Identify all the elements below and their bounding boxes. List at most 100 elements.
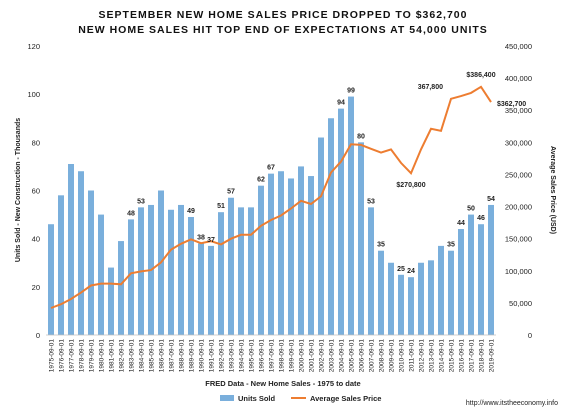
bar xyxy=(248,207,254,335)
x-tick-label: 2014-09-01 xyxy=(439,339,446,373)
x-tick-label: 1993-09-01 xyxy=(229,339,236,373)
bar-data-label: 46 xyxy=(477,215,485,222)
bar-data-label: 53 xyxy=(137,198,145,205)
x-tick-label: 1989-09-01 xyxy=(189,339,196,373)
bar xyxy=(58,195,64,335)
x-tick-label: 1987-09-01 xyxy=(169,339,176,373)
x-tick-label: 2010-09-01 xyxy=(399,339,406,373)
x-tick-label: 1992-09-01 xyxy=(219,339,226,373)
x-tick-label: 1979-09-01 xyxy=(89,339,96,373)
legend-swatch-units-sold xyxy=(220,395,234,401)
y-right-tick-label: 400,000 xyxy=(505,74,532,83)
x-tick-label: 1997-09-01 xyxy=(269,339,276,373)
y-right-tick-label: 350,000 xyxy=(505,106,532,115)
x-tick-label: 1980-09-01 xyxy=(99,339,106,373)
x-tick-label: 2006-09-01 xyxy=(359,339,366,373)
x-tick-label: 1978-09-01 xyxy=(79,339,86,373)
x-axis-ticks: 1975-09-01 1976-09-01 1977-09-01 1978-09-01… xyxy=(49,339,496,373)
bar xyxy=(398,274,404,335)
bar xyxy=(318,137,324,335)
bar-data-label: 51 xyxy=(217,203,225,210)
x-tick-label: 2013-09-01 xyxy=(429,339,436,373)
bar xyxy=(278,171,284,335)
price-data-labels: $270,800 367,800 $386,400 $362,700 xyxy=(396,72,526,189)
bar xyxy=(338,108,344,335)
bar xyxy=(418,262,424,335)
bar xyxy=(218,212,224,335)
x-tick-label: 1994-09-01 xyxy=(239,339,246,373)
bar xyxy=(68,164,74,335)
bar xyxy=(348,96,354,335)
x-tick-label: 1981-09-01 xyxy=(109,339,116,373)
x-tick-label: 1988-09-01 xyxy=(179,339,186,373)
y-axis-left-title: Units Sold - New Construction - Thousand… xyxy=(15,118,22,262)
price-data-label: $386,400 xyxy=(466,72,495,79)
x-tick-label: 2004-09-01 xyxy=(339,339,346,373)
x-tick-label: 1983-09-01 xyxy=(129,339,136,373)
y-left-tick-label: 120 xyxy=(27,42,40,51)
x-tick-label: 2015-09-01 xyxy=(449,339,456,373)
x-tick-label: 2012-09-01 xyxy=(419,339,426,373)
x-tick-label: 1995-09-01 xyxy=(249,339,256,373)
bar xyxy=(448,250,454,335)
bar-data-label: 35 xyxy=(447,242,455,249)
y-left-tick-label: 0 xyxy=(36,331,40,340)
y-right-tick-label: 150,000 xyxy=(505,235,532,244)
y-left-tick-label: 40 xyxy=(32,235,40,244)
bar-data-label: 57 xyxy=(227,189,235,196)
bar xyxy=(238,207,244,335)
x-tick-label: 1975-09-01 xyxy=(49,339,56,373)
x-axis-title: FRED Data - New Home Sales - 1975 to dat… xyxy=(205,379,360,388)
y-axis-right-ticks: 0 50,000 100,000 150,000 200,000 250,000 300,0… xyxy=(505,42,532,340)
bar xyxy=(198,243,204,335)
bar xyxy=(478,224,484,335)
y-right-tick-label: 300,000 xyxy=(505,138,532,147)
y-left-tick-label: 100 xyxy=(27,90,40,99)
y-right-tick-label: 250,000 xyxy=(505,170,532,179)
bar-data-label: 99 xyxy=(347,88,355,95)
bar xyxy=(428,260,434,335)
bar xyxy=(118,241,124,335)
y-axis-left-ticks: 0 20 40 60 80 100 120 xyxy=(27,42,40,340)
bar xyxy=(128,219,134,335)
bar-data-label: 80 xyxy=(357,133,365,140)
x-tick-label: 2000-09-01 xyxy=(299,339,306,373)
bar xyxy=(388,262,394,335)
x-tick-label: 1976-09-01 xyxy=(59,339,66,373)
bar-data-label: 48 xyxy=(127,210,135,217)
y-right-tick-label: 450,000 xyxy=(505,42,532,51)
bar xyxy=(98,214,104,335)
legend-label-units-sold: Units Sold xyxy=(238,394,276,403)
x-tick-label: 1982-09-01 xyxy=(119,339,126,373)
x-tick-label: 2002-09-01 xyxy=(319,339,326,373)
bar xyxy=(328,118,334,335)
price-data-label: 367,800 xyxy=(418,84,443,91)
bar xyxy=(408,277,414,335)
y-left-tick-label: 60 xyxy=(32,187,40,196)
bar xyxy=(368,207,374,335)
bar xyxy=(228,197,234,335)
bar xyxy=(168,209,174,335)
x-tick-label: 1996-09-01 xyxy=(259,339,266,373)
x-tick-label: 2018-09-01 xyxy=(479,339,486,373)
legend-label-average-price: Average Sales Price xyxy=(310,394,381,403)
x-tick-label: 1998-09-01 xyxy=(279,339,286,373)
y-right-tick-label: 100,000 xyxy=(505,267,532,276)
x-tick-label: 2001-09-01 xyxy=(309,339,316,373)
bar-data-label: 44 xyxy=(457,220,465,227)
x-tick-label: 1984-09-01 xyxy=(139,339,146,373)
bar-series-units-sold xyxy=(48,96,494,335)
footer-url: http://www.itstheeconomy.info xyxy=(466,400,558,407)
bar xyxy=(48,224,54,335)
y-right-tick-label: 0 xyxy=(528,331,532,340)
chart-title-line1: SEPTEMBER NEW HOME SALES PRICE DROPPED T… xyxy=(99,9,468,21)
x-tick-label: 2005-09-01 xyxy=(349,339,356,373)
x-tick-label: 1990-09-01 xyxy=(199,339,206,373)
bar xyxy=(298,166,304,335)
bar-data-label: 94 xyxy=(337,100,345,107)
x-tick-label: 1985-09-01 xyxy=(149,339,156,373)
bar xyxy=(108,267,114,335)
bar xyxy=(88,190,94,335)
line-series-average-price xyxy=(50,85,492,309)
